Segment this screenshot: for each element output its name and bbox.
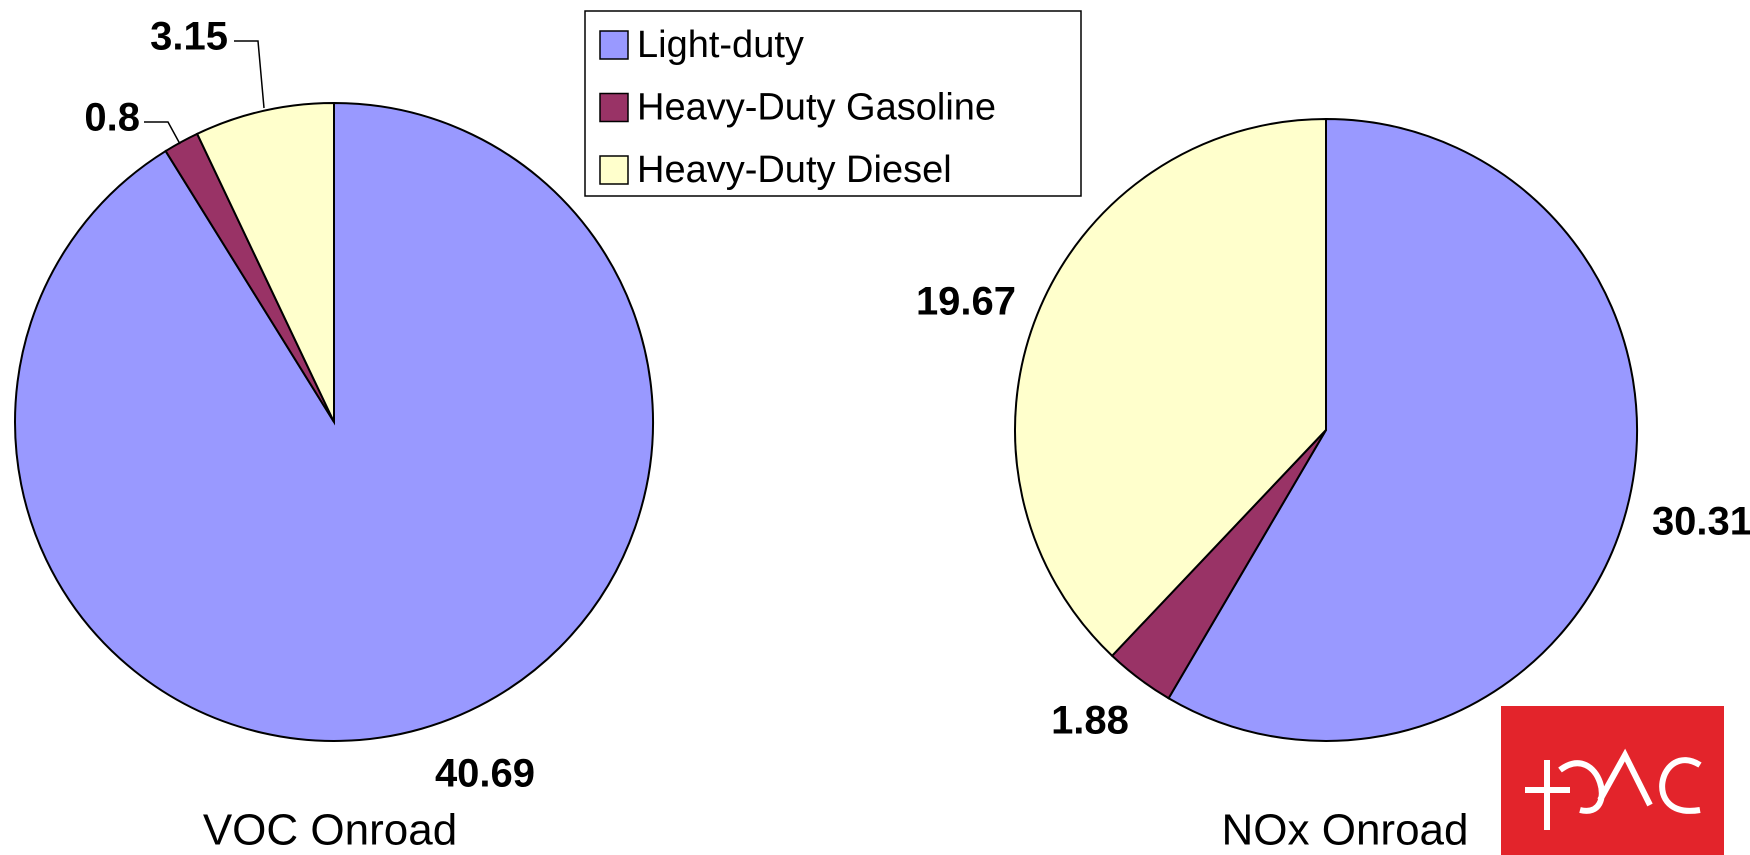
legend-swatch (599, 155, 629, 185)
pie-slice (1014, 117, 1327, 658)
logo-mark (1525, 748, 1702, 830)
data-label: 3.15 (150, 15, 228, 59)
legend-label: Light-duty (637, 24, 804, 66)
logo (1501, 706, 1724, 855)
pie-slice (195, 101, 335, 423)
leader-line (234, 40, 265, 109)
data-label: 19.67 (916, 280, 1016, 324)
legend-swatch (599, 30, 629, 60)
data-label: 0.8 (84, 96, 140, 140)
data-label: 40.69 (435, 752, 535, 796)
pie-slice (1167, 117, 1638, 742)
pie-slice (14, 101, 654, 742)
legend-box (584, 10, 1082, 197)
data-label: 30.31 (1652, 500, 1750, 544)
legend-label: Heavy-Duty Diesel (637, 149, 952, 191)
legend-swatch (599, 92, 629, 123)
chart-title: NOx Onroad (1222, 806, 1469, 855)
chart-title: VOC Onroad (203, 806, 457, 855)
data-label: 1.88 (1051, 699, 1129, 743)
leader-line (144, 121, 181, 145)
legend-label: Heavy-Duty Gasoline (637, 87, 996, 129)
